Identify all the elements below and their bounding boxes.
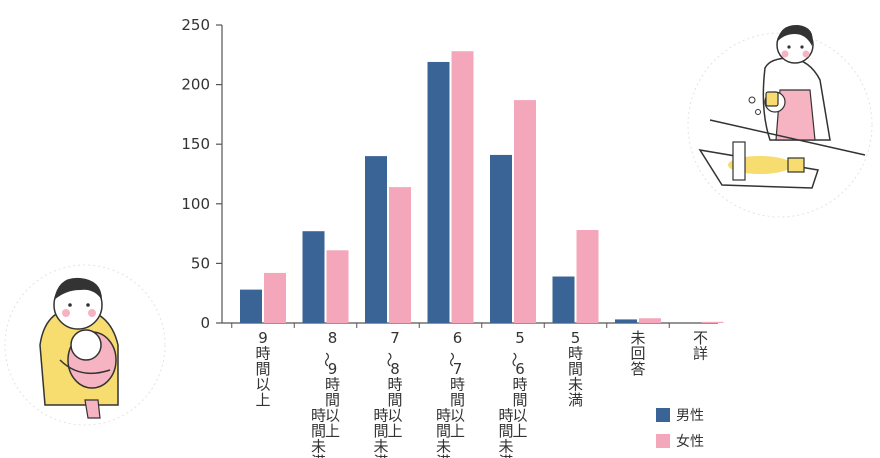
x-tick-label-char: 時 (373, 407, 388, 425)
x-tick-label-char: 未 (568, 376, 583, 394)
bar-male-5 (552, 276, 575, 323)
x-tick-label-char: 9 (258, 329, 268, 347)
y-tick-label: 0 (200, 314, 210, 332)
x-tick-label-char: 5 (571, 329, 581, 347)
bar-male-3 (427, 61, 450, 324)
bar-female-5 (576, 230, 599, 323)
x-tick-label-char: 以 (512, 407, 527, 425)
x-tick-label-char: 時 (568, 345, 583, 363)
x-tick-label-char: 間 (436, 422, 451, 440)
x-tick-label-char: 〜 (380, 352, 398, 367)
legend-label-male: 男性 (676, 408, 704, 424)
x-tick-label-char: 間 (325, 391, 340, 409)
x-tick-label-3: 6〜7時間以上時間未満 (436, 329, 465, 458)
bar-female-6 (639, 318, 661, 323)
y-axis-ticks: 0 50 100 150 200 250 (181, 16, 222, 332)
x-tick-label-char: 時 (311, 407, 326, 425)
legend-label-female: 女性 (676, 433, 704, 450)
x-tick-label-char: 8 (328, 329, 338, 347)
mother-baby-illustration (4, 264, 166, 426)
bar-female-0 (264, 272, 286, 323)
x-tick-label-char: 〜 (505, 352, 523, 367)
x-tick-label-char: 答 (630, 360, 645, 378)
x-tick-label-char: 5 (515, 329, 525, 347)
y-tick-label: 250 (181, 16, 210, 34)
x-tick-label-char: 間 (373, 422, 388, 440)
x-tick-label-char: 不 (693, 329, 708, 347)
category-labels: 9時間以上8〜9時間以上時間未満7〜8時間以上時間未満6〜7時間以上時間未満5〜… (255, 329, 708, 458)
bar-female-4 (514, 100, 536, 323)
x-tick-label-char: 6 (515, 360, 525, 378)
x-tick-label-char: 間 (498, 422, 513, 440)
x-tick-label-char: 上 (512, 422, 527, 440)
x-tick-label-char: 間 (255, 360, 270, 378)
x-tick-label-char: 時 (512, 376, 527, 394)
x-tick-label-char: 以 (387, 407, 402, 425)
x-tick-label-char: 未 (498, 438, 513, 456)
x-tick-label-char: 未 (630, 329, 645, 347)
x-tick-label-char: 上 (387, 422, 402, 440)
x-tick-label-char: 上 (255, 391, 270, 409)
x-tick-label-6: 未回答 (630, 329, 645, 378)
chart-bars (231, 51, 724, 328)
bar-male-1 (302, 231, 325, 323)
x-tick-label-2: 7〜8時間以上時間未満 (373, 329, 402, 458)
bar-male-2 (365, 156, 387, 323)
x-tick-label-char: 未 (436, 438, 451, 456)
legend-swatch-female (656, 434, 670, 448)
x-tick-label-char: 時 (498, 407, 513, 425)
x-tick-label-char: 未 (311, 438, 326, 456)
x-tick-label-char: 満 (311, 453, 326, 458)
dishwashing-illustration (687, 24, 873, 218)
bar-female-1 (326, 250, 349, 323)
x-tick-label-char: 時 (325, 376, 340, 394)
x-tick-label-char: 間 (512, 391, 527, 409)
x-tick-label-char: 間 (387, 391, 402, 409)
x-tick-label-char: 以 (325, 407, 340, 425)
y-tick-label: 100 (181, 195, 210, 213)
x-tick-label-char: 7 (390, 329, 400, 347)
bar-male-4 (490, 154, 512, 323)
x-tick-label-char: 間 (568, 360, 583, 378)
x-tick-label-char: 満 (436, 453, 451, 458)
x-tick-label-char: 8 (390, 360, 400, 378)
bar-male-6 (615, 319, 637, 323)
x-tick-label-char: 未 (373, 438, 388, 456)
x-tick-label-4: 5〜6時間以上時間未満 (498, 329, 527, 458)
x-tick-label-char: 以 (255, 376, 270, 394)
x-tick-label-char: 6 (453, 329, 463, 347)
x-tick-label-char: 満 (498, 453, 513, 458)
x-tick-label-char: 〜 (443, 352, 461, 367)
x-tick-label-char: 詳 (693, 345, 708, 363)
x-tick-label-char: 9 (328, 360, 338, 378)
legend-swatch-male (656, 408, 670, 422)
x-tick-label-char: 以 (450, 407, 465, 425)
y-tick-label: 150 (181, 135, 210, 153)
y-tick-label: 200 (181, 76, 210, 94)
x-tick-label-char: 上 (325, 422, 340, 440)
x-tick-label-char: 満 (373, 453, 388, 458)
x-tick-label-char: 〜 (318, 352, 336, 367)
x-tick-label-1: 8〜9時間以上時間未満 (311, 329, 340, 458)
bar-female-7 (701, 321, 724, 323)
x-tick-label-char: 満 (568, 391, 583, 409)
y-tick-label: 50 (191, 254, 210, 272)
x-tick-label-char: 7 (453, 360, 463, 378)
x-tick-label-char: 時 (450, 376, 465, 394)
x-tick-label-char: 上 (450, 422, 465, 440)
x-tick-label-char: 回 (630, 345, 645, 363)
x-tick-label-char: 間 (450, 391, 465, 409)
x-tick-label-char: 時 (387, 376, 402, 394)
x-tick-label-char: 間 (311, 422, 326, 440)
bar-female-3 (451, 51, 474, 323)
bar-male-0 (240, 289, 262, 323)
bar-female-2 (389, 187, 411, 323)
x-tick-label-char: 時 (436, 407, 451, 425)
x-tick-label-7: 不詳 (693, 329, 708, 363)
x-tick-label-char: 時 (255, 345, 270, 363)
